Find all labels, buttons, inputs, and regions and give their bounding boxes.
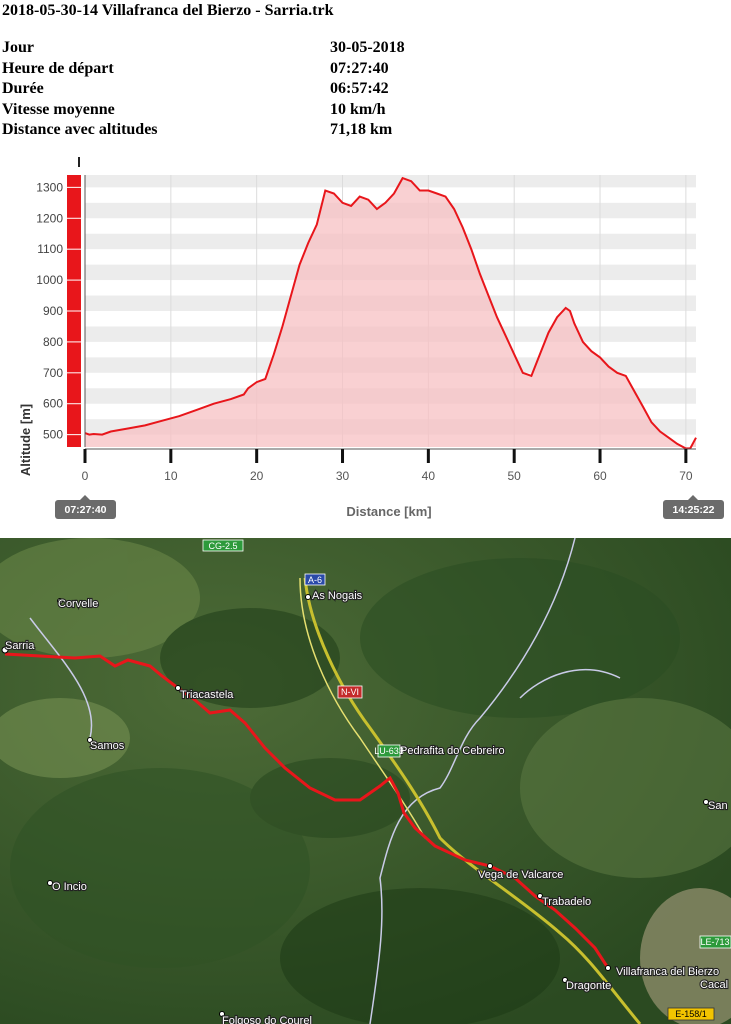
end-time-box — [663, 500, 724, 519]
stat-label: Jour — [2, 39, 34, 56]
y-axis: 500 600 700 800 900 1000 1100 1200 1300 — [36, 175, 86, 447]
x-tick-label: 20 — [250, 469, 264, 483]
start-time-pointer — [80, 495, 90, 500]
place-label: Sarria — [5, 640, 35, 652]
grid-band — [85, 175, 696, 188]
elevation-line — [84, 176, 697, 450]
x-tick-mark — [426, 449, 430, 463]
road-label: CG-2.5 — [208, 541, 237, 551]
x-axis-bar — [85, 449, 696, 463]
road-label: E-158/1 — [675, 1009, 707, 1019]
stat-label: Distance avec altitudes — [2, 121, 158, 138]
place-label: As Nogais — [312, 590, 363, 602]
end-time-badge: 14:25:22 — [663, 495, 724, 519]
road-label: LE-713 — [700, 937, 729, 947]
end-time-pointer — [688, 495, 698, 500]
stat-row-distance: Distance avec altitudes 71,18 km — [2, 120, 405, 141]
end-time-label: 14:25:22 — [672, 504, 714, 516]
y-tick-label: 1200 — [36, 211, 63, 225]
x-axis-label: Distance [km] — [346, 504, 431, 519]
y-tick-label: 700 — [43, 366, 63, 380]
place-labels: Corvelle Sarria Triacastela Samos As Nog… — [4, 589, 729, 1024]
x-tick-label: 40 — [422, 469, 436, 483]
x-tick-mark — [83, 449, 87, 463]
stat-row-vitesse: Vitesse moyenne 10 km/h — [2, 100, 405, 121]
y-tick-label: 900 — [43, 304, 63, 318]
place-label: Trabadelo — [542, 896, 591, 908]
road-label: A-6 — [308, 575, 322, 585]
y-tick-label: 1000 — [36, 273, 63, 287]
x-tick-label: 50 — [508, 469, 522, 483]
x-tick-label: 70 — [679, 469, 693, 483]
road-shields: A-6 N-VI LU-633 LE-713 E-158/1 CG-2.5 — [202, 539, 731, 1021]
x-axis: 0 10 20 30 40 50 60 70 — [82, 448, 696, 483]
stat-value: 71,18 km — [330, 121, 393, 138]
x-tick-mark — [598, 449, 602, 463]
y-axis-label: Altitude [m] — [18, 404, 33, 476]
start-time-box — [55, 500, 116, 519]
boundary-lines — [29, 538, 621, 1024]
stat-value: 06:57:42 — [330, 80, 389, 97]
stats-table: Jour 30-05-2018 Heure de départ 07:27:40… — [2, 38, 405, 141]
stat-value: 10 km/h — [330, 100, 386, 118]
x-tick-label: 0 — [82, 469, 89, 483]
satellite-map: Corvelle Sarria Triacastela Samos As Nog… — [0, 538, 731, 1024]
highway — [299, 577, 642, 1024]
place-label: O Incio — [52, 881, 87, 893]
y-tick-label: 600 — [43, 397, 63, 411]
stat-label: Heure de départ — [2, 59, 114, 77]
place-label: Cacal — [700, 979, 728, 991]
y-tick-label: 800 — [43, 335, 63, 349]
stat-row-duree: Durée 06:57:42 — [2, 79, 405, 100]
document-title: 2018-05-30-14 Villafranca del Bierzo - S… — [2, 2, 334, 19]
chart-top-marker — [78, 157, 80, 167]
x-tick-mark — [512, 449, 516, 463]
x-tick-mark — [169, 449, 173, 463]
place-label: Pedrafita do Cebreiro — [400, 745, 505, 757]
road-label: LU-633 — [374, 746, 404, 756]
place-label: Corvelle — [58, 598, 98, 610]
x-tick-mark — [255, 449, 259, 463]
x-tick-mark — [684, 449, 688, 463]
elevation-area — [85, 178, 696, 449]
y-tick-label: 1300 — [36, 180, 63, 194]
place-label: San — [708, 800, 728, 812]
place-label: Vega de Valcarce — [478, 869, 563, 881]
y-tick-label: 500 — [43, 428, 63, 442]
start-time-label: 07:27:40 — [64, 504, 106, 516]
y-tick-label: 1100 — [37, 242, 63, 256]
place-label: Dragonte — [566, 980, 611, 992]
place-label: Folgoso do Courel — [222, 1015, 312, 1024]
place-label: Triacastela — [180, 689, 234, 701]
stat-row-heure-depart: Heure de départ 07:27:40 — [2, 59, 405, 80]
stat-value: 30-05-2018 — [330, 39, 405, 56]
stat-value: 07:27:40 — [330, 59, 389, 77]
road-label: N-VI — [341, 687, 359, 697]
place-label: Samos — [90, 740, 125, 752]
route-markers — [1, 594, 709, 1017]
x-tick-label: 60 — [593, 469, 607, 483]
stat-row-jour: Jour 30-05-2018 — [2, 38, 405, 59]
stat-label: Vitesse moyenne — [2, 100, 115, 118]
gps-route — [4, 652, 610, 969]
place-label: Villafranca del Bierzo — [616, 966, 719, 978]
stat-label: Durée — [2, 80, 44, 97]
start-time-badge: 07:27:40 — [55, 495, 116, 519]
x-tick-mark — [341, 449, 345, 463]
x-tick-label: 10 — [164, 469, 178, 483]
elevation-chart: 500 600 700 800 900 1000 1100 1200 1300 0 10 20 30 4… — [18, 157, 724, 519]
x-tick-label: 30 — [336, 469, 350, 483]
